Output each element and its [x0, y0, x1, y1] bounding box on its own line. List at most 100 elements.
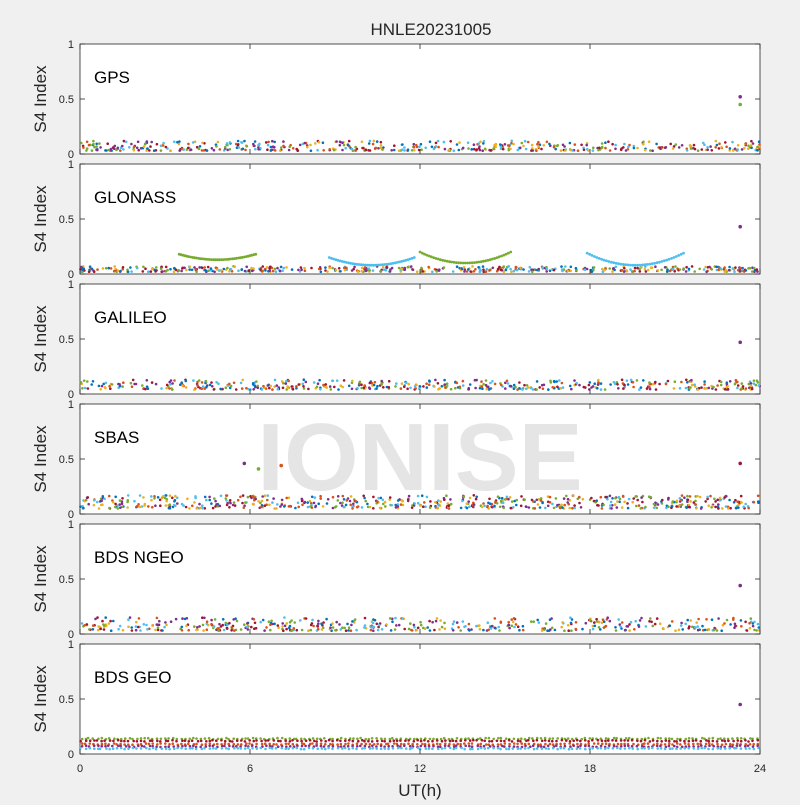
data-point: [551, 386, 554, 389]
data-point: [736, 742, 739, 745]
data-point: [201, 385, 205, 388]
data-point: [280, 146, 283, 149]
data-point: [155, 142, 159, 146]
data-point: [544, 506, 547, 510]
data-point: [210, 618, 213, 622]
data-point: [300, 739, 303, 743]
data-point: [413, 625, 416, 629]
data-point: [344, 739, 347, 743]
data-point: [368, 505, 372, 509]
data-point: [591, 747, 594, 750]
data-point: [143, 504, 146, 507]
data-point: [322, 621, 325, 624]
data-point: [752, 500, 756, 504]
data-point: [475, 260, 479, 264]
data-point: [412, 740, 416, 743]
data-point: [136, 625, 140, 629]
data-point: [340, 260, 344, 263]
data-point: [483, 147, 487, 151]
data-point: [512, 269, 516, 273]
data-point: [276, 736, 279, 740]
data-point: [609, 383, 612, 386]
data-point: [167, 745, 170, 748]
data-point: [524, 505, 528, 508]
data-point: [619, 747, 622, 750]
data-point: [493, 504, 496, 508]
data-point: [535, 736, 539, 740]
data-point: [564, 149, 567, 152]
data-point: [504, 268, 508, 272]
data-point: [169, 379, 173, 382]
data-point: [254, 252, 258, 256]
data-point: [284, 742, 288, 745]
data-point: [367, 739, 370, 743]
data-point: [383, 500, 387, 504]
data-point: [347, 739, 351, 742]
data-point: [119, 746, 123, 750]
data-point: [416, 743, 419, 746]
data-point: [752, 747, 756, 751]
data-point: [327, 746, 330, 750]
data-point: [633, 269, 636, 273]
data-point: [754, 383, 758, 387]
data-point: [595, 499, 598, 503]
data-point: [146, 736, 150, 740]
data-point: [300, 497, 304, 501]
data-point: [151, 624, 154, 627]
data-point: [245, 386, 248, 390]
data-point: [495, 269, 499, 273]
data-point: [729, 623, 732, 626]
data-point: [142, 623, 146, 626]
data-point: [352, 502, 355, 506]
data-point: [693, 270, 696, 273]
data-point: [451, 629, 455, 632]
data-point: [343, 626, 347, 630]
data-point: [636, 498, 639, 502]
data-point: [418, 250, 422, 254]
data-point: [612, 736, 616, 740]
data-point: [159, 504, 162, 508]
data-point: [391, 261, 395, 265]
data-point: [273, 385, 277, 388]
data-point: [109, 147, 113, 151]
data-point: [191, 141, 195, 144]
data-point: [95, 500, 99, 504]
data-point: [142, 145, 146, 148]
data-point: [449, 140, 453, 143]
data-point: [200, 266, 204, 270]
data-point: [439, 500, 443, 503]
data-point: [376, 384, 379, 388]
data-point: [439, 737, 443, 741]
data-point: [177, 142, 181, 146]
data-point: [648, 262, 652, 266]
data-point: [105, 747, 108, 750]
data-point: [543, 628, 546, 631]
data-point: [630, 738, 634, 742]
data-point: [223, 739, 227, 743]
data-point: [435, 742, 439, 746]
data-point: [324, 383, 328, 386]
data-point: [361, 738, 364, 742]
data-point: [715, 265, 718, 269]
data-point: [686, 381, 689, 384]
data-point: [663, 743, 667, 746]
data-point: [318, 378, 321, 382]
data-point: [336, 495, 340, 498]
data-point: [484, 270, 488, 274]
data-point: [158, 498, 162, 502]
data-point: [159, 149, 163, 152]
data-point: [432, 147, 436, 151]
data-point: [275, 743, 278, 746]
data-point: [108, 747, 111, 751]
data-point: [486, 258, 490, 262]
data-point: [475, 624, 478, 628]
data-point: [111, 501, 115, 504]
data-point: [451, 270, 455, 273]
data-point: [391, 747, 395, 750]
data-point: [115, 746, 119, 750]
data-point: [328, 266, 331, 270]
data-point: [627, 145, 630, 149]
data-point: [648, 381, 651, 384]
data-point: [674, 265, 677, 268]
data-point: [507, 623, 511, 627]
